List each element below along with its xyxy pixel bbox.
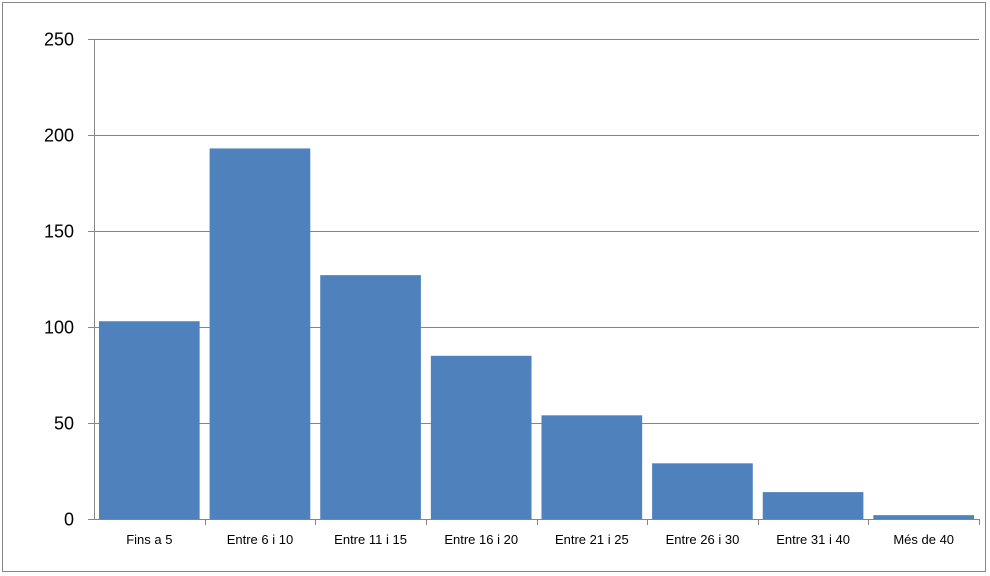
y-tick-label: 250: [44, 30, 74, 50]
x-tick-label: Entre 21 i 25: [555, 532, 629, 547]
y-tick-label: 50: [54, 414, 74, 434]
bars: [98, 148, 975, 519]
bar-chart: 0 50 100 150 200 250 Fins a 5 Entre 6 i 10 Entr…: [44, 30, 980, 547]
x-axis-tick-labels: Fins a 5 Entre 6 i 10 Entre 11 i 15 Entre 1…: [126, 532, 954, 547]
y-axis-tick-labels: 0 50 100 150 200 250: [44, 30, 74, 530]
y-tick-label: 200: [44, 126, 74, 146]
x-tick-label: Entre 11 i 15: [334, 532, 407, 547]
bar: [320, 275, 421, 519]
bar: [430, 355, 532, 519]
bar: [98, 321, 200, 519]
y-tick-label: 0: [64, 510, 74, 530]
bar: [652, 463, 753, 519]
x-tick-label: Més de 40: [893, 532, 954, 547]
x-tick-label: Entre 16 i 20: [444, 532, 518, 547]
y-tick-label: 100: [44, 318, 74, 338]
x-tick-label: Entre 26 i 30: [666, 532, 740, 547]
bar: [209, 148, 311, 519]
x-tick-label: Entre 6 i 10: [227, 532, 294, 547]
bar: [762, 492, 864, 519]
y-tick-label: 150: [44, 222, 74, 242]
bar: [541, 415, 643, 519]
bar: [873, 515, 975, 519]
axes: [88, 39, 980, 525]
x-tick-label: Fins a 5: [126, 532, 172, 547]
x-tick-label: Entre 31 i 40: [776, 532, 850, 547]
